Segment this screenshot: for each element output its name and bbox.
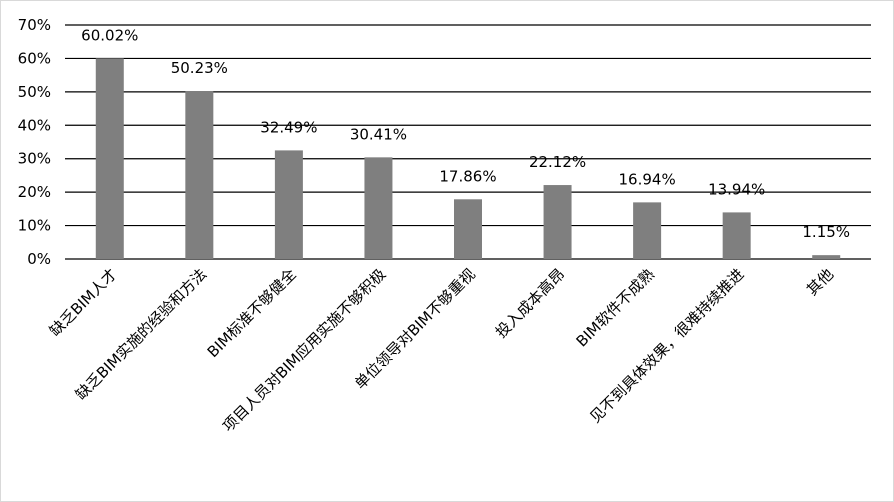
category-label-4: 项目人员对BIM应用实施不够积极 bbox=[219, 265, 389, 435]
y-tick-label: 40% bbox=[18, 116, 51, 134]
bar-6 bbox=[543, 185, 572, 259]
data-label-7: 16.94% bbox=[619, 170, 676, 188]
y-tick-label: 50% bbox=[18, 83, 51, 101]
category-labels: 缺乏BIM人才缺乏BIM实施的经验和方法BIM标准不够健全项目人员对BIM应用实… bbox=[46, 265, 837, 435]
category-label-3: BIM标准不够健全 bbox=[204, 265, 300, 361]
data-label-6: 22.12% bbox=[529, 153, 586, 171]
data-label-3: 32.49% bbox=[260, 118, 317, 136]
category-label-9: 其他 bbox=[803, 265, 837, 299]
category-label-1: 缺乏BIM人才 bbox=[46, 265, 121, 340]
data-label-2: 50.23% bbox=[171, 59, 228, 77]
bar-9 bbox=[812, 255, 841, 259]
bar-1 bbox=[95, 58, 124, 260]
y-tick-label: 60% bbox=[18, 49, 51, 67]
data-label-1: 60.02% bbox=[81, 26, 138, 44]
y-tick-label: 20% bbox=[18, 183, 51, 201]
data-labels: 60.02% 50.23% 32.49% 30.41% 17.86% 22.12% 16.9… bbox=[81, 26, 850, 241]
y-axis-ticks: 0% 10% 20% 30% 40% 50% 60% 70% bbox=[18, 16, 51, 268]
bar-4 bbox=[364, 157, 393, 259]
bar-3 bbox=[274, 150, 303, 259]
category-label-8: 见不到具体效果，很难持续推进 bbox=[586, 265, 747, 426]
y-tick-label: 30% bbox=[18, 150, 51, 168]
data-label-4: 30.41% bbox=[350, 125, 407, 143]
y-tick-label: 70% bbox=[18, 16, 51, 34]
category-label-6: 投入成本高昂 bbox=[492, 265, 568, 341]
y-tick-label: 10% bbox=[18, 217, 51, 235]
data-label-8: 13.94% bbox=[708, 180, 765, 198]
y-tick-label: 0% bbox=[27, 250, 51, 268]
data-label-9: 1.15% bbox=[802, 223, 850, 241]
bars bbox=[95, 58, 841, 260]
category-label-7: BIM软件不成熟 bbox=[573, 265, 658, 350]
bar-2 bbox=[185, 91, 214, 259]
data-label-5: 17.86% bbox=[439, 167, 496, 185]
bar-8 bbox=[722, 212, 751, 259]
bar-7 bbox=[633, 202, 662, 259]
bar-5 bbox=[454, 199, 482, 259]
